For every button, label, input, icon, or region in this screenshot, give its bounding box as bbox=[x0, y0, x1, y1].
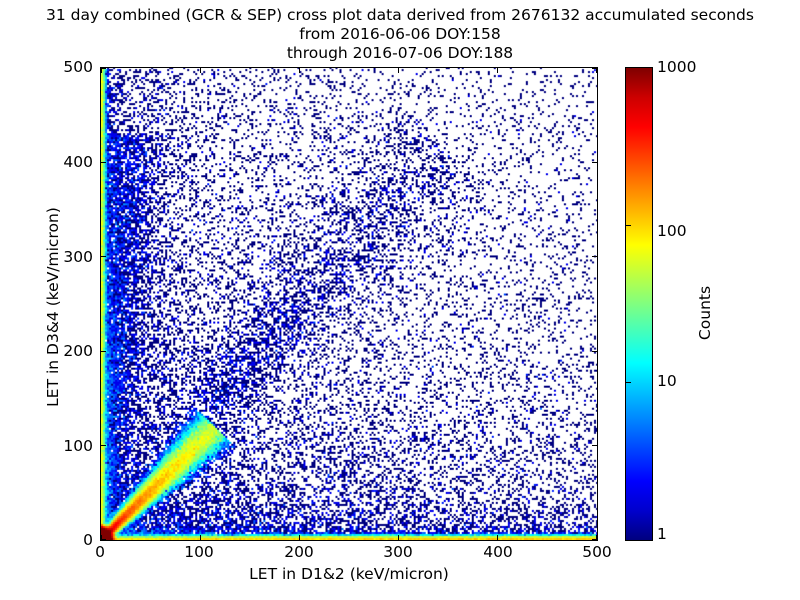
colorbar bbox=[625, 67, 653, 541]
x-tick-mark bbox=[497, 68, 499, 73]
colorbar-label-10: 10 bbox=[657, 372, 677, 390]
y-tick-mark bbox=[592, 351, 597, 353]
x-axis-label: LET in D1&2 (keV/micron) bbox=[249, 565, 449, 583]
xtick-label-300: 300 bbox=[383, 543, 413, 561]
colorbar-tick-mark bbox=[626, 382, 631, 384]
x-tick-mark bbox=[299, 68, 301, 73]
x-tick-mark bbox=[596, 535, 597, 540]
x-tick-mark bbox=[398, 68, 400, 73]
xtick-label-100: 100 bbox=[184, 543, 214, 561]
x-tick-mark bbox=[200, 535, 202, 540]
x-tick-mark bbox=[398, 535, 400, 540]
y-tick-mark bbox=[101, 539, 106, 540]
scatter-plot-area bbox=[100, 67, 598, 541]
colorbar-tick-mark bbox=[626, 225, 631, 227]
xtick-label-500: 500 bbox=[582, 543, 612, 561]
y-tick-mark bbox=[592, 445, 597, 447]
y-tick-mark bbox=[592, 68, 597, 70]
colorbar-label-1000: 1000 bbox=[657, 58, 697, 76]
y-tick-mark bbox=[592, 162, 597, 164]
ytick-label-400: 400 bbox=[63, 153, 93, 171]
ytick-label-200: 200 bbox=[63, 342, 93, 360]
colorbar-title: Counts bbox=[696, 285, 714, 341]
y-tick-mark bbox=[592, 539, 597, 540]
y-tick-mark bbox=[592, 256, 597, 258]
title-line-1: 31 day combined (GCR & SEP) cross plot d… bbox=[46, 6, 754, 24]
chart-title: 31 day combined (GCR & SEP) cross plot d… bbox=[0, 6, 800, 63]
y-tick-mark bbox=[101, 445, 106, 447]
density-scatter-canvas bbox=[101, 68, 597, 540]
title-line-3: through 2016-07-06 DOY:188 bbox=[286, 44, 514, 62]
xtick-label-200: 200 bbox=[284, 543, 314, 561]
xtick-label-0: 0 bbox=[95, 543, 105, 561]
colorbar-label-100: 100 bbox=[657, 222, 687, 240]
colorbar-label-1: 1 bbox=[657, 525, 667, 543]
colorbar-gradient bbox=[626, 68, 652, 540]
x-tick-mark bbox=[497, 535, 499, 540]
x-tick-mark bbox=[200, 68, 202, 73]
ytick-label-500: 500 bbox=[63, 58, 93, 76]
y-tick-mark bbox=[101, 256, 106, 258]
y-axis-label: LET in D3&4 (keV/micron) bbox=[44, 207, 62, 407]
y-tick-mark bbox=[101, 68, 106, 70]
title-line-2: from 2016-06-06 DOY:158 bbox=[299, 25, 501, 43]
ytick-label-100: 100 bbox=[63, 437, 93, 455]
x-tick-mark bbox=[596, 68, 597, 73]
y-tick-mark bbox=[101, 351, 106, 353]
x-tick-mark bbox=[101, 68, 103, 73]
x-tick-mark bbox=[299, 535, 301, 540]
y-tick-mark bbox=[101, 162, 106, 164]
x-tick-mark bbox=[101, 535, 103, 540]
ytick-label-0: 0 bbox=[83, 531, 93, 549]
xtick-label-400: 400 bbox=[483, 543, 513, 561]
ytick-label-300: 300 bbox=[63, 248, 93, 266]
